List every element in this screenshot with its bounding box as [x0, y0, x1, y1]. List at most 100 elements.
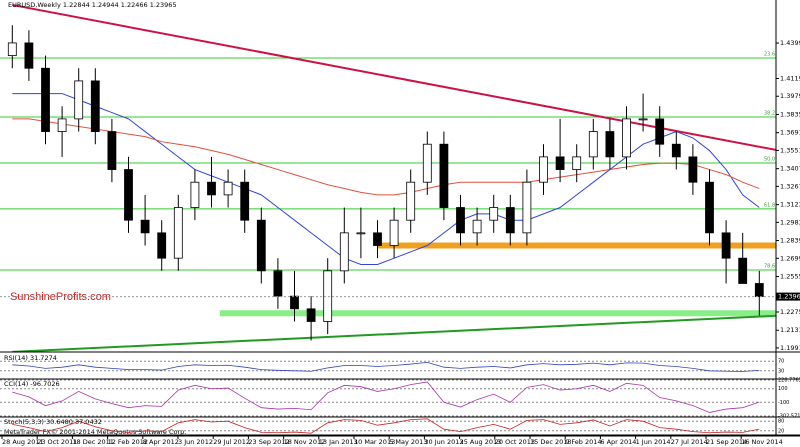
candle-body [256, 219, 266, 272]
x-tick-label: 25 Aug 2013 [460, 438, 502, 446]
x-tick-label: 12 Feb 2012 [108, 438, 148, 446]
last-price-box [776, 292, 800, 301]
y-tick-label: 1.35510 [780, 146, 800, 154]
candle-body [522, 181, 532, 234]
x-tick-label: 27 Jul 2014 [671, 438, 708, 446]
indicator-line [12, 361, 760, 372]
candle-body [389, 219, 399, 246]
x-tick-label: 9 Feb 2014 [565, 438, 601, 446]
y-tick-label: 1.36910 [780, 129, 800, 137]
y-tick-label: 1.34070 [780, 165, 800, 173]
candle-body [439, 143, 449, 208]
x-tick-label: 10 Mar 2013 [354, 438, 395, 446]
y-tick-label: 1.22750 [780, 308, 800, 316]
candle-body [705, 181, 714, 234]
candle-body [655, 118, 665, 145]
x-tick-label: 1 Jun 2014 [636, 438, 671, 446]
indicator-label: RSI(14) 31.7274 [4, 354, 57, 362]
candle-body [41, 67, 50, 132]
candle-body [738, 257, 748, 284]
candle-body [588, 131, 598, 158]
x-tick-label: 13 Jan 2013 [319, 438, 358, 446]
candle-body [240, 181, 250, 221]
candle-body [456, 207, 465, 234]
zone [219, 310, 776, 317]
candle-body [173, 207, 183, 259]
y-tick-label: 1.19910 [780, 344, 800, 352]
indicator-tick-label: 70 [778, 359, 784, 365]
candle-body [107, 131, 117, 170]
zone [377, 242, 776, 249]
candle-body [90, 80, 100, 132]
moving-average [12, 93, 760, 266]
x-tick-label: 6 Apr 2014 [600, 438, 636, 446]
candle-body [306, 308, 316, 322]
indicator-tick-label: 80 [778, 419, 784, 425]
candle-body [339, 232, 349, 272]
candle-body [605, 131, 615, 158]
price-panel [0, 3, 776, 352]
candle-body [406, 181, 416, 221]
y-tick-label: 1.39790 [780, 92, 800, 100]
trend-line [12, 3, 776, 151]
indicator-tick-label: 228.7765 [778, 378, 800, 384]
x-tick-label: 5 May 2013 [389, 438, 427, 446]
candle-body [7, 42, 17, 56]
x-tick-label: 8 Apr 2012 [143, 438, 179, 446]
candle-body [290, 295, 299, 310]
axes [0, 0, 800, 437]
y-tick-label: 1.25550 [780, 273, 800, 281]
indicator-label: CCI(14) -96.7026 [4, 380, 60, 388]
x-tick-label: 20 Oct 2013 [495, 438, 535, 446]
y-tick-label: 1.28390 [780, 237, 800, 245]
candle-body [671, 143, 681, 158]
fib-label: 61.8 [764, 202, 775, 208]
candle-body [124, 169, 133, 221]
candle-body [539, 156, 548, 183]
candle-body [721, 232, 731, 259]
x-tick-label: 30 Jun 2013 [424, 438, 463, 446]
x-tick-label: 23 Sep 2012 [248, 438, 289, 446]
y-tick-label: 1.21310 [780, 326, 800, 334]
candle-body [323, 270, 333, 322]
candle-body [356, 232, 366, 235]
y-tick-label: 1.43990 [780, 39, 800, 47]
indicator-tick-label: 30 [778, 368, 784, 374]
candle-body [373, 232, 382, 246]
indicator-tick-label: -100 [778, 400, 789, 406]
y-tick-label: 1.41190 [780, 75, 800, 83]
candle-body [223, 181, 233, 196]
candle-body [489, 207, 499, 221]
candle-body [555, 156, 565, 170]
indicator-tick-label: -302.5718 [778, 414, 800, 420]
fib-label: 38.2 [764, 110, 775, 116]
candle-body [57, 118, 67, 132]
x-tick-label: 18 Dec 2011 [72, 438, 114, 446]
chart-title: EURUSD,Weekly 1.22844 1.24944 1.22466 1.… [8, 1, 177, 9]
indicator-tick-label: 20 [778, 428, 784, 434]
indicator-label: Stoch(5,3,3) 30.6480 37.0432 [4, 418, 102, 426]
trend-line [12, 314, 776, 352]
candle-body [472, 219, 482, 234]
y-tick-label: 1.29830 [780, 218, 800, 226]
fib-label: 23.6 [764, 51, 775, 57]
fib-label: 78.6 [764, 263, 775, 269]
candle-body [422, 143, 432, 183]
fib-label: 50.0 [764, 156, 775, 162]
x-tick-label: 18 Nov 2012 [284, 438, 326, 446]
candle-body [505, 207, 515, 234]
y-tick-label: 1.31230 [780, 201, 800, 209]
x-tick-label: 16 Nov 2014 [741, 438, 783, 446]
y-tick-label: 1.32670 [780, 182, 800, 190]
y-tick-label: 1.38350 [780, 110, 800, 118]
candle-body [754, 283, 764, 297]
candle-body [190, 181, 200, 208]
y-tick-label: 1.26990 [780, 254, 800, 262]
indicator-tick-label: 100 [778, 386, 788, 392]
candle-body [24, 42, 34, 69]
copyright: MetaTrader FX© 2001-2014 MetaQuotes Soft… [4, 428, 186, 436]
x-tick-label: 29 Jul 2012 [213, 438, 250, 446]
candle-body [207, 181, 216, 196]
